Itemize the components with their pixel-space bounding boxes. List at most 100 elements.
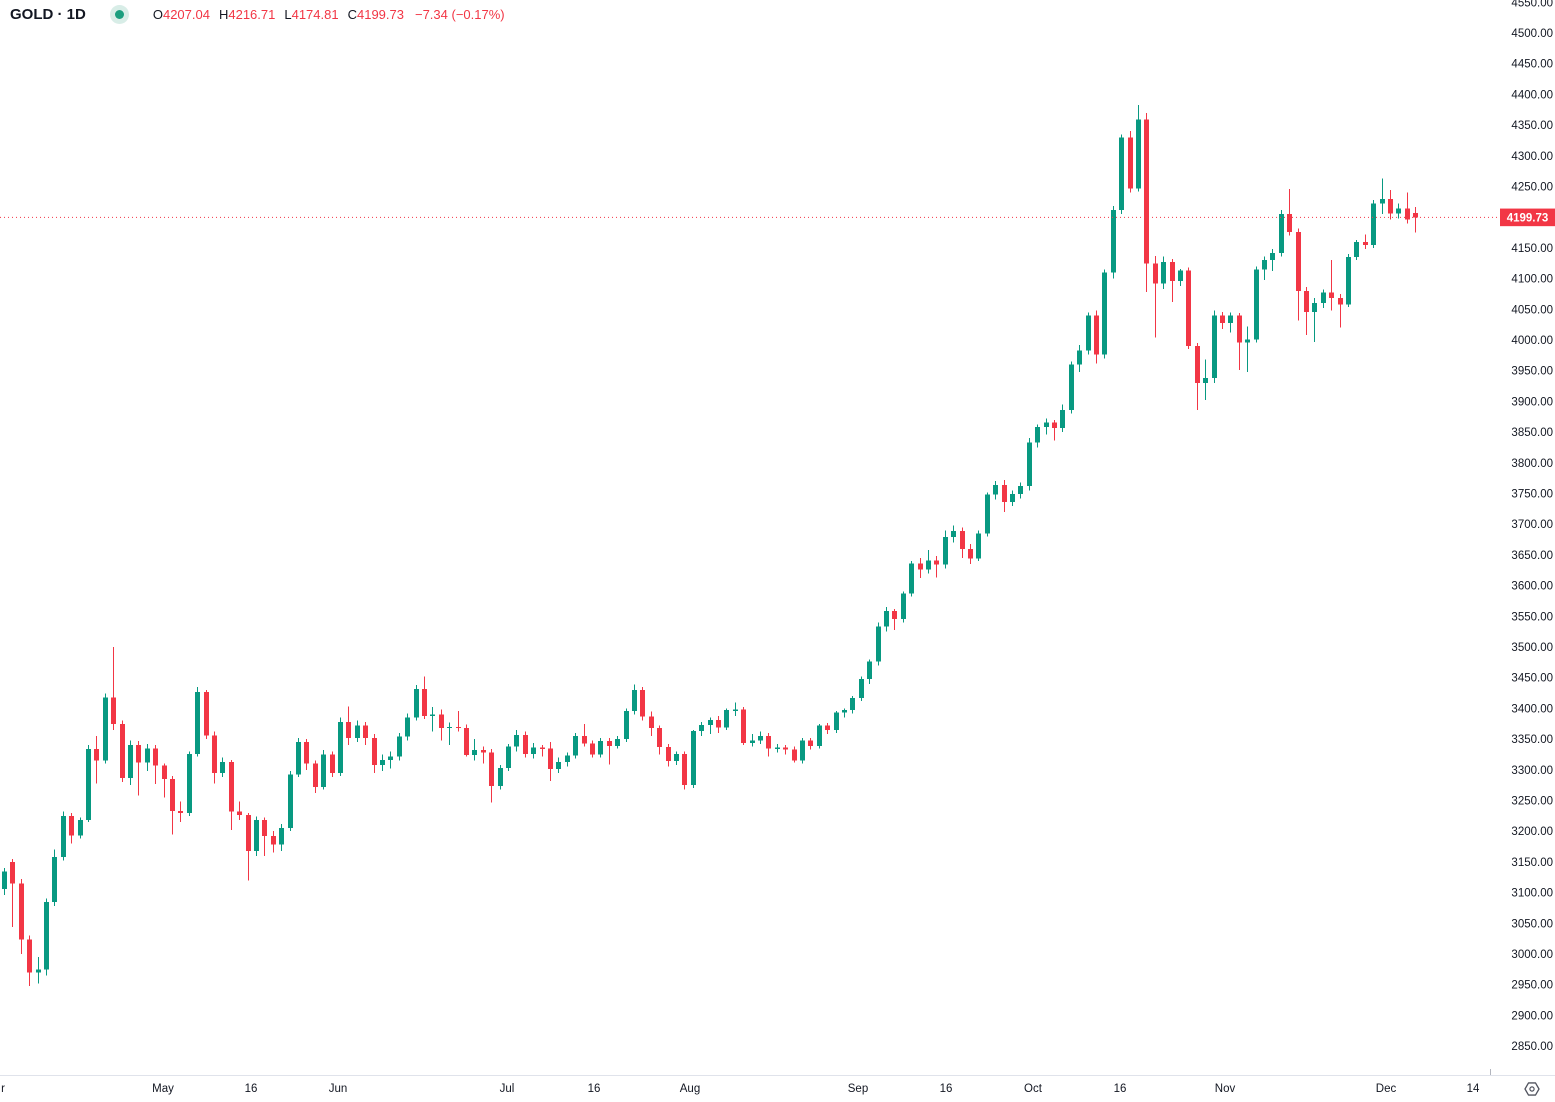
market-status-dot	[114, 9, 124, 19]
candle-body	[178, 810, 183, 813]
price-axis-label: 3200.00	[1511, 826, 1553, 838]
candle-body	[27, 939, 32, 973]
candle-body	[170, 779, 175, 811]
price-axis-label: 4400.00	[1511, 89, 1553, 101]
change-value: −7.34 (−0.17%)	[414, 6, 505, 22]
candle-body	[330, 754, 335, 773]
candle-body	[1228, 315, 1233, 323]
price-axis-label: 4550.00	[1511, 0, 1553, 9]
candle-body	[1388, 198, 1393, 214]
candle-body	[464, 728, 469, 756]
candle-body	[1186, 270, 1191, 347]
candle-body	[254, 820, 259, 851]
candle-body	[825, 725, 830, 730]
ohlc-readout: O4207.04 H4216.71 L4174.81 C4199.73 −7.3…	[153, 7, 505, 22]
candle-body	[842, 710, 847, 713]
candle-body	[540, 747, 545, 750]
candle-body	[1178, 270, 1183, 282]
candle-body	[783, 747, 788, 750]
candle-body	[1052, 422, 1057, 428]
candle-body	[346, 721, 351, 738]
price-axis-label: 3550.00	[1511, 611, 1553, 623]
last-price-badge-bg	[1500, 208, 1555, 227]
candle-body	[380, 759, 385, 765]
candle-body	[808, 740, 813, 746]
price-axis-label: 4100.00	[1511, 274, 1553, 286]
candle-body	[1111, 209, 1116, 273]
candle-body	[1153, 263, 1158, 284]
candle-body	[229, 761, 234, 812]
candle-body	[86, 748, 91, 821]
symbol-title[interactable]: GOLD · 1D	[10, 5, 86, 23]
candle-body	[691, 731, 696, 786]
price-axis-label: 3300.00	[1511, 765, 1553, 777]
candle-body	[1161, 262, 1166, 284]
candle-body	[498, 767, 503, 786]
candle-body	[61, 815, 66, 857]
candle-body	[565, 755, 570, 762]
time-axis-label: Aug	[680, 1083, 700, 1095]
candle-body	[187, 753, 192, 813]
high-value: H4216.71	[218, 6, 276, 22]
candle-body	[1010, 494, 1015, 503]
candle-body	[1312, 303, 1317, 312]
candle-body	[859, 678, 864, 698]
time-axis-label: r	[1, 1083, 5, 1095]
candle-body	[1086, 315, 1091, 351]
candle-body	[1212, 315, 1217, 379]
candle-body	[162, 765, 167, 780]
candle-body	[1371, 203, 1376, 245]
candle-body	[867, 661, 872, 679]
candle-body	[1035, 427, 1040, 443]
candle-body	[1396, 208, 1401, 214]
time-axis-label: Jun	[329, 1083, 348, 1095]
candle-body	[237, 811, 242, 816]
candle-body	[1254, 269, 1259, 340]
last-price-badge: 4199.73	[1500, 208, 1555, 227]
candle-body	[943, 537, 948, 565]
candle-body	[1304, 290, 1309, 312]
candles-series	[2, 104, 1418, 986]
candle-body	[1380, 198, 1385, 204]
candle-body	[850, 697, 855, 711]
candle-body	[918, 563, 923, 570]
candle-body	[1203, 378, 1208, 383]
candle-body	[926, 560, 931, 570]
price-axis-label: 3900.00	[1511, 396, 1553, 408]
candle-body	[556, 761, 561, 770]
candle-body	[582, 736, 587, 744]
candle-body	[111, 697, 116, 724]
candle-body	[1102, 272, 1107, 355]
candle-body	[598, 740, 603, 755]
candle-body	[1270, 252, 1275, 261]
candle-body	[78, 820, 83, 836]
candle-body	[724, 710, 729, 728]
candle-body	[682, 753, 687, 786]
axis-separators	[0, 1069, 1555, 1076]
candle-body	[632, 689, 637, 711]
time-axis-settings-button[interactable]	[1523, 1080, 1541, 1098]
candle-body	[699, 724, 704, 732]
candle-body	[792, 749, 797, 761]
candle-body	[968, 548, 973, 559]
candle-body	[1002, 484, 1007, 503]
candle-body	[1077, 350, 1082, 365]
time-axis-label: 16	[1114, 1083, 1127, 1095]
candle-body	[1363, 241, 1368, 245]
candle-body	[1237, 315, 1242, 343]
price-axis-label: 4150.00	[1511, 243, 1553, 255]
candle-body	[1346, 257, 1351, 305]
price-axis[interactable]: 4550.00 4500.00 4450.00 4400.00 4350.00 4300.…	[1511, 0, 1553, 1053]
candle-body	[288, 774, 293, 829]
time-axis[interactable]: r May 16 Jun Jul 16 Aug Sep 16 Oct 16 Nov Dec 14	[1, 1083, 1480, 1095]
candle-body	[439, 714, 444, 729]
candle-body	[1027, 442, 1032, 487]
candle-body	[363, 725, 368, 738]
candle-body	[708, 720, 713, 725]
price-axis-label: 3950.00	[1511, 366, 1553, 378]
candle-body	[716, 720, 721, 728]
candle-body	[1405, 208, 1410, 220]
candle-body	[296, 742, 301, 775]
market-status-icon[interactable]	[109, 4, 129, 24]
